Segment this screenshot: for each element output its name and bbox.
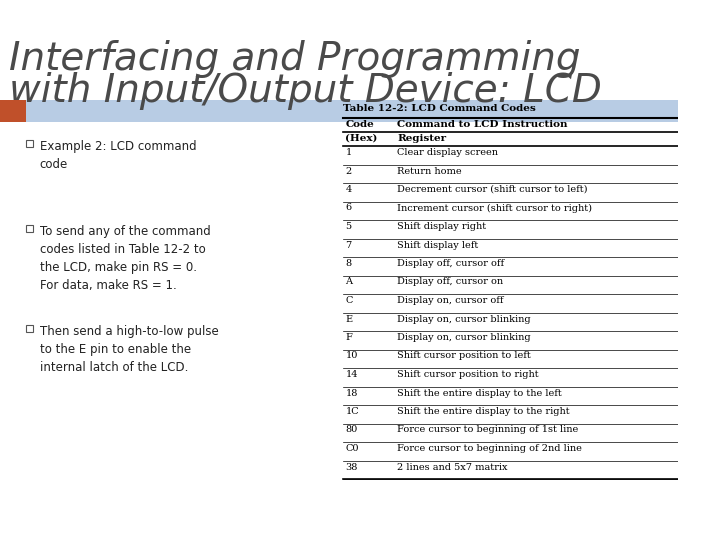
Text: 80: 80 <box>346 426 358 435</box>
FancyBboxPatch shape <box>27 325 33 332</box>
Text: To send any of the command
codes listed in Table 12-2 to
the LCD, make pin RS = : To send any of the command codes listed … <box>40 225 210 292</box>
Text: Decrement cursor (shift cursor to left): Decrement cursor (shift cursor to left) <box>397 185 588 194</box>
Text: 18: 18 <box>346 388 358 397</box>
Text: Display on, cursor blinking: Display on, cursor blinking <box>397 333 531 342</box>
Text: 8: 8 <box>346 259 351 268</box>
Text: 2: 2 <box>346 166 351 176</box>
Text: 10: 10 <box>346 352 358 361</box>
Text: Shift the entire display to the right: Shift the entire display to the right <box>397 407 570 416</box>
Text: 7: 7 <box>346 240 351 249</box>
FancyBboxPatch shape <box>27 225 33 232</box>
Text: Clear display screen: Clear display screen <box>397 148 498 157</box>
Text: Return home: Return home <box>397 166 462 176</box>
Text: Shift cursor position to right: Shift cursor position to right <box>397 370 539 379</box>
Text: Interfacing and Programming: Interfacing and Programming <box>9 40 581 78</box>
Text: Increment cursor (shift cursor to right): Increment cursor (shift cursor to right) <box>397 204 592 213</box>
Text: 1C: 1C <box>346 407 359 416</box>
FancyBboxPatch shape <box>0 100 678 122</box>
FancyBboxPatch shape <box>27 140 33 147</box>
Text: Display off, cursor off: Display off, cursor off <box>397 259 504 268</box>
Text: A: A <box>346 278 352 287</box>
Text: 1: 1 <box>346 148 351 157</box>
Text: Shift the entire display to the left: Shift the entire display to the left <box>397 388 562 397</box>
Text: (Hex): (Hex) <box>346 134 378 143</box>
Text: Example 2: LCD command
code: Example 2: LCD command code <box>40 140 196 171</box>
Text: Then send a high-to-low pulse
to the E pin to enable the
internal latch of the L: Then send a high-to-low pulse to the E p… <box>40 325 218 374</box>
Text: Force cursor to beginning of 2nd line: Force cursor to beginning of 2nd line <box>397 444 582 453</box>
Text: C0: C0 <box>346 444 359 453</box>
Text: C: C <box>346 296 353 305</box>
Text: Shift cursor position to left: Shift cursor position to left <box>397 352 531 361</box>
Text: Table 12-2: LCD Command Codes: Table 12-2: LCD Command Codes <box>343 104 536 113</box>
Text: F: F <box>346 333 352 342</box>
FancyBboxPatch shape <box>0 100 27 122</box>
Text: Display on, cursor blinking: Display on, cursor blinking <box>397 314 531 323</box>
Text: 38: 38 <box>346 462 358 471</box>
Text: 6: 6 <box>346 204 351 213</box>
Text: E: E <box>346 314 353 323</box>
Text: 14: 14 <box>346 370 358 379</box>
Text: Force cursor to beginning of 1st line: Force cursor to beginning of 1st line <box>397 426 578 435</box>
Text: Shift display right: Shift display right <box>397 222 486 231</box>
Text: Display off, cursor on: Display off, cursor on <box>397 278 503 287</box>
Text: 5: 5 <box>346 222 351 231</box>
Text: Display on, cursor off: Display on, cursor off <box>397 296 503 305</box>
Text: Shift display left: Shift display left <box>397 240 478 249</box>
Text: 2 lines and 5x7 matrix: 2 lines and 5x7 matrix <box>397 462 508 471</box>
Text: with Input/Output Device: LCD: with Input/Output Device: LCD <box>9 72 602 110</box>
Text: 4: 4 <box>346 185 351 194</box>
Text: Register: Register <box>397 134 446 143</box>
Text: Code: Code <box>346 120 374 129</box>
Text: Command to LCD Instruction: Command to LCD Instruction <box>397 120 567 129</box>
